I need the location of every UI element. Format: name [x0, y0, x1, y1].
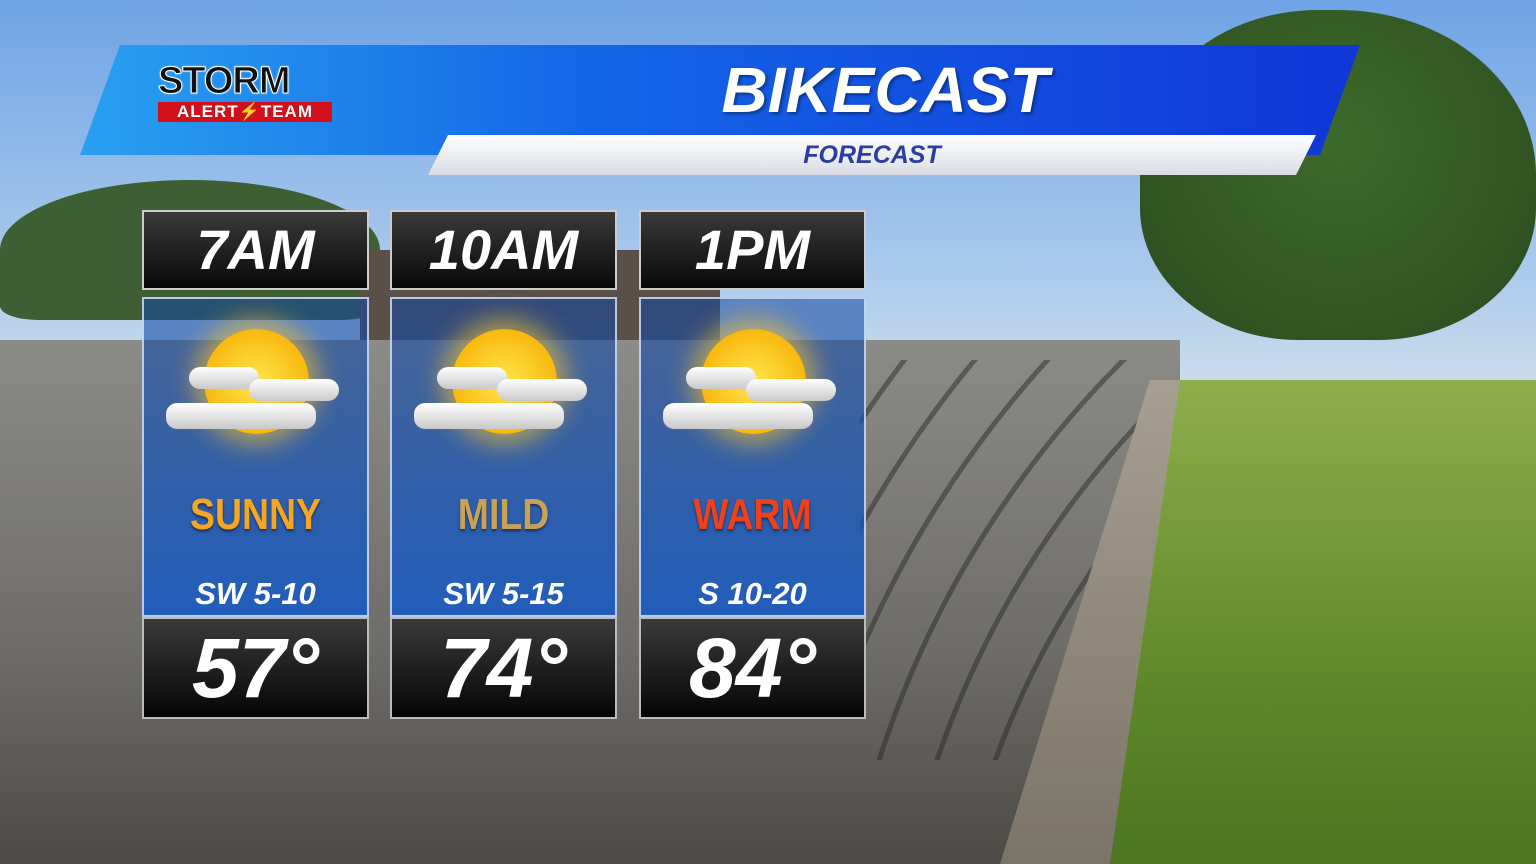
forecast-column: 10AM MILD SW 5-15 74°: [390, 210, 617, 719]
logo-alert-team: ALERT⚡TEAM: [158, 102, 332, 122]
forecast-time: 7AM: [142, 210, 369, 290]
forecast-wind: SW 5-10: [195, 576, 316, 611]
forecast-temperature: 74°: [390, 617, 617, 719]
forecast-temperature: 57°: [142, 617, 369, 719]
forecast-panel: MILD SW 5-15: [390, 297, 617, 617]
forecast-condition: MILD: [457, 490, 550, 539]
forecast-panel: WARM S 10-20: [639, 297, 866, 617]
forecast-temperature: 84°: [639, 617, 866, 719]
forecast-panel: SUNNY SW 5-10: [142, 297, 369, 617]
forecast-time: 10AM: [390, 210, 617, 290]
forecast-time: 1PM: [639, 210, 866, 290]
forecast-wind: S 10-20: [698, 576, 807, 611]
logo-alert: ALERT: [176, 102, 239, 121]
forecast-condition: WARM: [693, 490, 812, 539]
subtitle-bar: FORECAST: [428, 135, 1316, 175]
lightning-icon: ⚡: [238, 102, 261, 121]
forecast-column: 7AM SUNNY SW 5-10 57°: [142, 210, 369, 719]
page-title: BIKECAST: [721, 54, 1049, 126]
forecast-condition: SUNNY: [190, 490, 321, 539]
forecast-wind: SW 5-15: [443, 576, 564, 611]
forecast-column: 1PM WARM S 10-20 84°: [639, 210, 866, 719]
subtitle: FORECAST: [803, 141, 941, 169]
logo-storm: STORM: [158, 60, 292, 102]
grass: [1110, 380, 1536, 864]
storm-alert-team-logo: STORM ALERT⚡TEAM: [158, 62, 338, 124]
logo-team: TEAM: [260, 102, 313, 121]
